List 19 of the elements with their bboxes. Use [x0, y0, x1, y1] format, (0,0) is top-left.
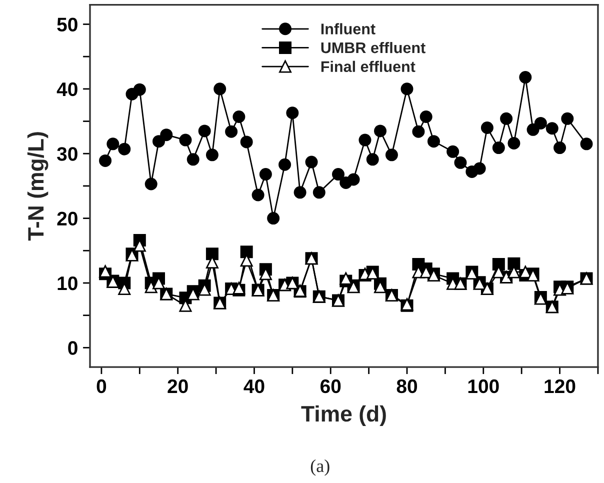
y-tick-label: 30	[57, 147, 78, 161]
x-tick-label: 0	[96, 379, 106, 394]
x-tick-label: 20	[168, 379, 188, 394]
x-tick-label: 100	[468, 379, 499, 394]
text: (a)	[310, 459, 330, 476]
legend-label: Influent	[321, 23, 376, 34]
x-tick-label: 120	[544, 379, 576, 394]
x-tick-label: 60	[320, 379, 341, 394]
y-tick-label: 50	[57, 18, 78, 32]
x-tick-label: 80	[396, 379, 418, 394]
y-axis-title: T-N (mg/L)	[27, 132, 48, 241]
x-axis-title: Time (d)	[301, 405, 386, 426]
legend-label: UMBR effluent	[321, 42, 426, 54]
y-tick-label: 10	[58, 276, 78, 290]
y-tick-label: 0	[68, 341, 78, 355]
x-tick-label: 40	[244, 379, 264, 394]
y-tick-label: 40	[56, 82, 78, 96]
y-tick-label: 20	[57, 212, 78, 226]
legend-label: Final effluent	[321, 60, 416, 72]
